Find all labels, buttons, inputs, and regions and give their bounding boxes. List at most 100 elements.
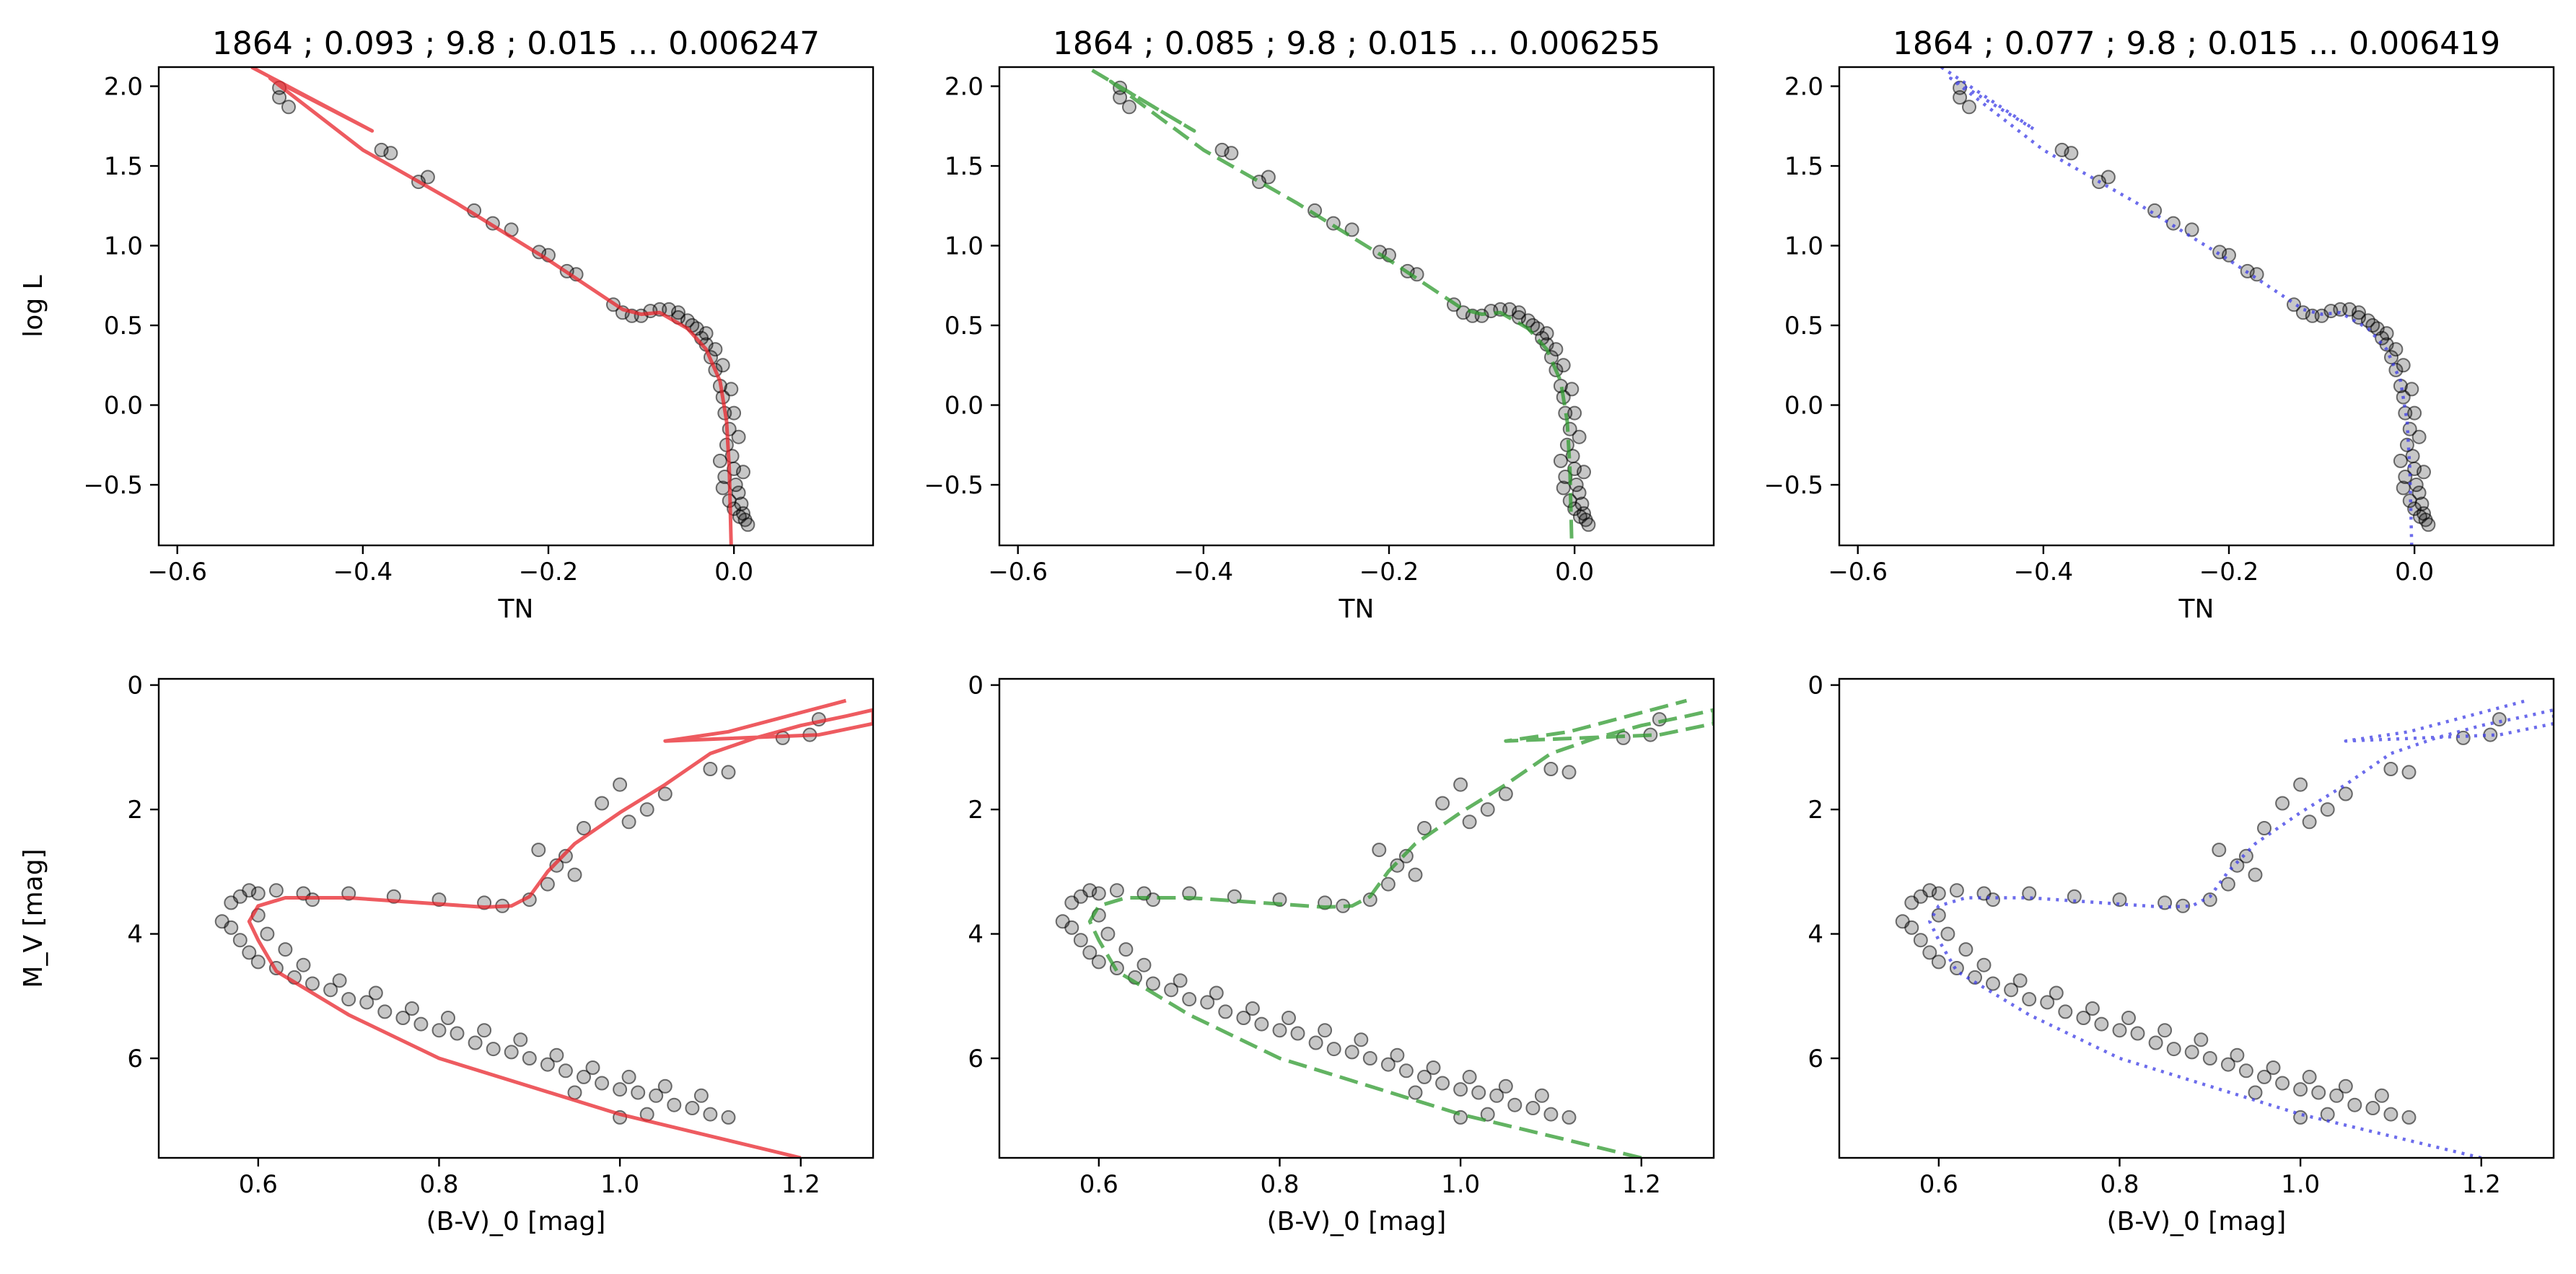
y-tick-label: 2.0 xyxy=(1784,73,1823,102)
star-point xyxy=(1543,1107,1559,1122)
star-point xyxy=(383,146,398,161)
y-tick-label: 4 xyxy=(1808,921,1823,949)
y-tick-label: 0.5 xyxy=(945,312,983,341)
x-tick-label: 0.8 xyxy=(1260,1170,1299,1199)
star-point xyxy=(2212,843,2227,858)
star-point xyxy=(2022,886,2037,901)
star-point xyxy=(2194,1032,2209,1047)
star-point xyxy=(2338,786,2353,801)
x-axis-label: (B-V)_0 [mag] xyxy=(1267,1207,1447,1236)
star-point xyxy=(549,1047,564,1063)
star-point xyxy=(1525,1101,1541,1115)
star-point xyxy=(250,954,266,970)
star-point xyxy=(731,429,746,444)
star-point xyxy=(657,1078,673,1094)
star-point xyxy=(2112,892,2127,908)
star-point xyxy=(450,1026,465,1041)
star-point xyxy=(2401,1110,2417,1125)
y-tick-label: −0.5 xyxy=(924,471,983,500)
star-point xyxy=(1218,1004,1233,1019)
x-axis-label: (B-V)_0 [mag] xyxy=(426,1207,606,1236)
star-point xyxy=(2379,326,2394,341)
star-point xyxy=(1362,892,1377,908)
star-point xyxy=(2184,222,2199,237)
star-point xyxy=(2401,765,2417,780)
star-point xyxy=(1245,1001,1260,1016)
star-point xyxy=(2412,509,2427,524)
star-point xyxy=(1398,1063,1414,1078)
star-point xyxy=(2121,1011,2136,1025)
star-point xyxy=(2067,889,2082,904)
star-point xyxy=(1344,222,1359,237)
star-point xyxy=(671,305,685,320)
star-point xyxy=(1064,920,1079,935)
star-point xyxy=(2257,1069,2271,1084)
star-point xyxy=(1100,926,1116,941)
star-point xyxy=(2148,1035,2163,1050)
star-point xyxy=(621,1069,636,1084)
star-point xyxy=(2388,342,2404,357)
star-point xyxy=(1164,983,1179,998)
star-point xyxy=(1380,1057,1396,1072)
star-point xyxy=(477,1023,492,1038)
panel-bottom-middle: 0.6 0.8 1.0 1.2 0 2 4 6 (B-V)_0 [mag] xyxy=(968,672,1715,1236)
star-point xyxy=(250,886,266,901)
star-point xyxy=(1471,1085,1486,1100)
star-point xyxy=(613,1082,628,1097)
panel-title: 1864 ; 0.093 ; 9.8 ; 0.015 ... 0.006247 xyxy=(212,25,820,62)
star-point xyxy=(715,480,730,496)
star-point xyxy=(639,802,654,817)
star-point xyxy=(1962,100,1976,115)
star-point xyxy=(1318,1023,1333,1038)
x-tick-label: 1.0 xyxy=(1441,1170,1480,1199)
star-point xyxy=(731,486,746,501)
star-point xyxy=(2238,848,2253,864)
star-point xyxy=(2230,858,2245,873)
star-point xyxy=(1462,814,1477,830)
star-point xyxy=(296,957,311,972)
y-tick-label: 1.0 xyxy=(1784,232,1823,261)
star-point xyxy=(577,1069,591,1084)
star-point xyxy=(1372,843,1387,858)
star-point xyxy=(2220,1057,2235,1072)
star-point xyxy=(2166,1042,2181,1057)
star-point xyxy=(558,848,573,864)
x-tick-label: 0.0 xyxy=(1555,558,1594,587)
star-point xyxy=(1567,405,1582,421)
x-tick-label: 1.2 xyxy=(1622,1170,1661,1199)
panel-title: 1864 ; 0.077 ; 9.8 ; 0.015 ... 0.006419 xyxy=(1893,25,2500,62)
star-point xyxy=(2492,712,2507,727)
star-point xyxy=(2022,992,2037,1007)
star-point xyxy=(1122,100,1136,115)
y-tick-label: 0 xyxy=(1808,672,1823,700)
star-point xyxy=(1453,1082,1468,1097)
star-point xyxy=(712,453,727,468)
star-point xyxy=(2275,796,2290,811)
star-point xyxy=(2393,453,2408,468)
star-point xyxy=(2249,267,2264,282)
star-point xyxy=(1435,796,1450,811)
star-point xyxy=(1209,985,1224,1001)
star-point xyxy=(2202,1051,2217,1066)
star-point xyxy=(1556,358,1571,373)
y-tick-label: −0.5 xyxy=(83,471,143,500)
star-point xyxy=(2040,995,2055,1010)
star-point xyxy=(2293,777,2308,792)
x-axis-label: TN xyxy=(498,594,534,624)
star-point xyxy=(540,1057,555,1072)
star-point xyxy=(1561,1110,1577,1125)
star-point xyxy=(441,1011,455,1025)
star-point xyxy=(1548,342,1564,357)
y-tick-label: 2.0 xyxy=(104,73,143,102)
star-point xyxy=(2230,1047,2245,1063)
star-point xyxy=(1290,1026,1305,1041)
plot-frame xyxy=(1838,677,2555,1159)
star-point xyxy=(224,920,239,935)
star-point xyxy=(595,796,610,811)
star-point xyxy=(721,1110,736,1125)
star-point xyxy=(613,777,628,792)
x-axis-label: TN xyxy=(2178,594,2214,624)
star-point xyxy=(2238,1063,2253,1078)
star-point xyxy=(2320,802,2335,817)
star-point xyxy=(1082,945,1098,960)
